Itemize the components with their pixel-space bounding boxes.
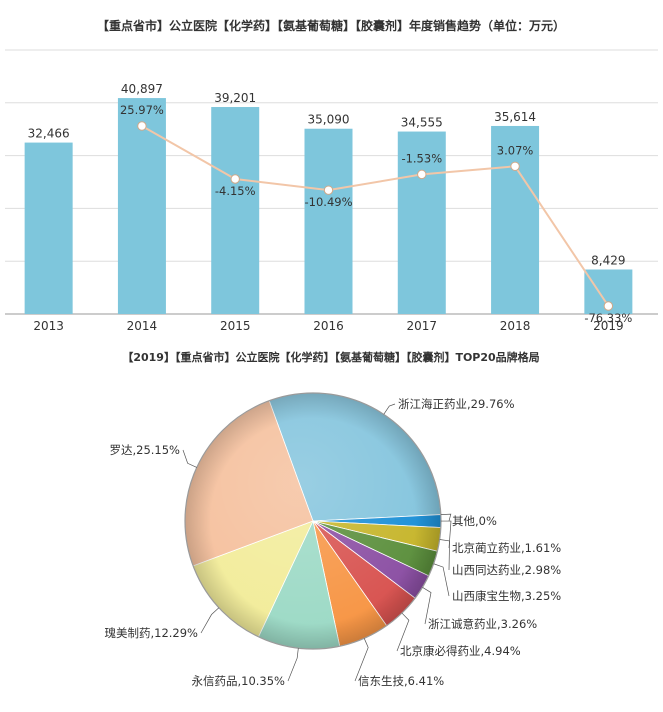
x-tick-label: 2019 — [593, 319, 624, 333]
leader-line — [440, 520, 452, 549]
bar-2016 — [304, 128, 353, 314]
growth-point — [230, 174, 240, 184]
growth-rate-label: -4.15% — [215, 184, 256, 198]
bar-2013 — [24, 142, 73, 314]
bar-value-label: 40,897 — [121, 82, 163, 96]
leader-line — [422, 587, 432, 625]
sales-trend-chart: 【重点省市】公立医院【化学药】【氨基葡萄糖】【胶囊剂】年度销售趋势（单位：万元）… — [0, 0, 663, 345]
leader-line — [439, 539, 450, 571]
leader-line — [287, 648, 299, 682]
pie-slice-label: 浙江海正药业,29.76% — [398, 397, 515, 411]
growth-rate-line — [141, 125, 610, 307]
bar-2018 — [491, 125, 540, 315]
bar-value-label: 32,466 — [28, 127, 70, 141]
leader-line — [354, 638, 369, 682]
bar-2017 — [397, 131, 446, 314]
leader-line — [440, 513, 452, 522]
bar-value-label: 8,429 — [591, 253, 625, 267]
pie-slice-label: 山西同达药业,2.98% — [452, 563, 561, 577]
leader-line — [396, 612, 410, 652]
growth-rate-label: 3.07% — [497, 143, 534, 157]
leader-line — [433, 563, 450, 597]
pie-slice-label: 信东生技,6.41% — [358, 674, 444, 688]
bar-2015 — [211, 107, 260, 314]
bar-value-label: 35,614 — [494, 110, 536, 124]
pie-chart-title: 【2019】【重点省市】公立医院【化学药】【氨基葡萄糖】【胶囊剂】TOP20品牌… — [122, 350, 539, 364]
growth-point — [323, 185, 334, 195]
pie-slice-label: 罗达,25.15% — [109, 443, 180, 457]
pie-slice-label: 北京康必得药业,4.94% — [400, 644, 521, 658]
brand-share-pie-chart-svg: 【2019】【重点省市】公立医院【化学药】【氨基葡萄糖】【胶囊剂】TOP20品牌… — [0, 345, 663, 708]
pie-slice-label: 瑰美制药,12.29% — [104, 626, 198, 640]
bar-value-label: 35,090 — [308, 113, 350, 127]
brand-share-pie-chart: 【2019】【重点省市】公立医院【化学药】【氨基葡萄糖】【胶囊剂】TOP20品牌… — [0, 345, 663, 708]
x-tick-label: 2015 — [220, 319, 251, 333]
x-tick-label: 2018 — [500, 319, 531, 333]
leader-line — [200, 607, 220, 634]
pie-slice-label: 北京蔺立药业,1.61% — [452, 541, 561, 555]
pie-slice-label: 山西康宝生物,3.25% — [452, 589, 561, 603]
bar-value-label: 39,201 — [214, 91, 256, 105]
pie-slice-label: 其他,0% — [452, 514, 497, 528]
growth-point — [603, 301, 614, 311]
pie-slice-label: 浙江诚意药业,3.26% — [428, 617, 537, 631]
x-tick-label: 2013 — [33, 319, 64, 333]
x-tick-label: 2014 — [127, 319, 158, 333]
pie-outline — [184, 392, 442, 650]
x-tick-label: 2017 — [407, 319, 438, 333]
growth-point — [510, 161, 520, 171]
growth-rate-label: -1.53% — [401, 151, 442, 165]
pie-gloss — [185, 393, 441, 649]
growth-rate-label: -76.33% — [584, 311, 632, 325]
leader-line — [182, 449, 197, 468]
sales-trend-chart-svg: 【重点省市】公立医院【化学药】【氨基葡萄糖】【胶囊剂】年度销售趋势（单位：万元）… — [0, 0, 663, 345]
leader-line — [383, 403, 396, 415]
pie-slice-label: 永信药品,10.35% — [191, 674, 285, 688]
bar-value-label: 34,555 — [401, 116, 443, 130]
x-tick-label: 2016 — [313, 319, 344, 333]
growth-point — [417, 169, 427, 180]
chart-title: 【重点省市】公立医院【化学药】【氨基葡萄糖】【胶囊剂】年度销售趋势（单位：万元） — [97, 18, 565, 33]
growth-rate-label: 25.97% — [120, 103, 164, 117]
growth-point — [137, 121, 147, 131]
growth-rate-label: -10.49% — [305, 195, 353, 209]
